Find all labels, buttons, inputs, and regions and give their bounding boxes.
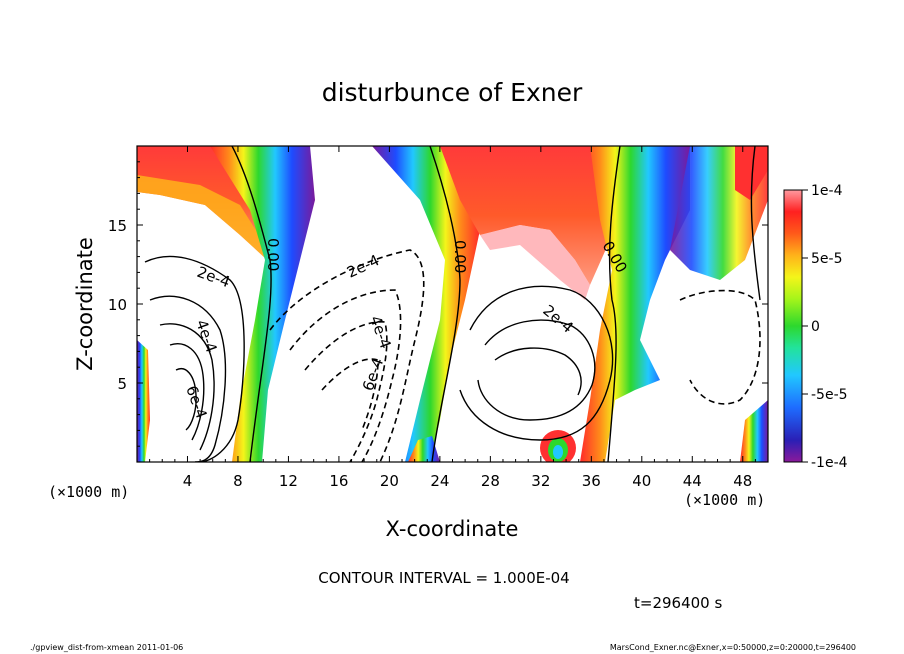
contour-interval-note: CONTOUR INTERVAL = 1.000E-04 <box>318 569 569 587</box>
x-tick-label: 4 <box>183 472 193 490</box>
x-tick-label: 44 <box>683 472 702 490</box>
x-axis-title: X-coordinate <box>386 517 519 541</box>
contour-lines <box>144 146 761 462</box>
colorbar-tick-label: 0 <box>811 319 820 335</box>
x-tick-label: 24 <box>430 472 449 490</box>
y-axis-ticks: 5 10 15 <box>108 161 768 447</box>
x-tick-label: 48 <box>733 472 752 490</box>
colorbar-tick-label: 1e-4 <box>811 183 843 199</box>
y-tick-label: 10 <box>108 296 127 314</box>
x-tick-label: 28 <box>481 472 500 490</box>
shade-band-11 <box>210 146 315 462</box>
contour-label: 0.00 <box>264 238 282 271</box>
x-tick-label: 32 <box>531 472 550 490</box>
negative-contours <box>269 249 761 462</box>
colorbar <box>783 189 803 463</box>
x-tick-label: 8 <box>233 472 243 490</box>
shade-band-37 <box>580 146 690 462</box>
footer-left: ./gpview_dist-from-xmean 2011-01-06 <box>30 643 183 652</box>
x-axis-ticks: 4 8 12 16 20 24 28 32 36 40 44 48 <box>149 146 756 490</box>
x-tick-label: 40 <box>632 472 651 490</box>
x-tick-label: 20 <box>380 472 399 490</box>
colorbar-tick-label: 5e-5 <box>811 251 842 267</box>
y-tick-label: 15 <box>108 217 127 235</box>
colorbar-tick-label: -1e-4 <box>811 455 848 471</box>
colorbar-tick-label: -5e-5 <box>811 387 848 403</box>
colorbar-ticks: 1e-4 5e-5 0 -5e-5 -1e-4 <box>802 183 848 471</box>
y-tick-label: 5 <box>117 375 127 393</box>
time-note: t=296400 s <box>634 594 722 612</box>
chart-title: disturbunce of Exner <box>322 78 583 107</box>
y-unit-label: (×1000 m) <box>48 483 129 501</box>
x-tick-label: 16 <box>329 472 348 490</box>
x-tick-label: 12 <box>279 472 298 490</box>
shade-top-middle <box>440 146 640 285</box>
x-tick-label: 36 <box>582 472 601 490</box>
contour-label: 0.00 <box>451 240 469 273</box>
footer-right: MarsCond_Exner.nc@Exner,x=0:50000,z=0:20… <box>610 643 856 652</box>
x-unit-label: (×1000 m) <box>684 491 765 509</box>
y-axis-title: Z-coordinate <box>73 237 97 371</box>
plot-area: 2e-4 4e-4 6e-4 0.00 0.00 0.00 2e-4 4e-4 … <box>137 146 768 462</box>
